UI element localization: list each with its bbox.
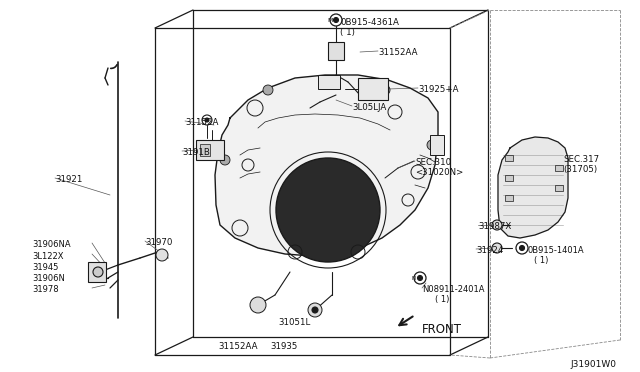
- Bar: [555, 185, 563, 191]
- Circle shape: [308, 303, 322, 317]
- Text: FRONT: FRONT: [422, 323, 462, 336]
- Text: ( 1): ( 1): [534, 256, 548, 265]
- Polygon shape: [215, 75, 438, 256]
- Bar: [200, 144, 210, 156]
- Text: (31705): (31705): [563, 165, 597, 174]
- Text: 31978: 31978: [32, 285, 59, 294]
- Circle shape: [520, 246, 525, 250]
- Text: 3L122X: 3L122X: [32, 252, 63, 261]
- Circle shape: [333, 17, 339, 22]
- Text: 31152AA: 31152AA: [378, 48, 417, 57]
- Circle shape: [492, 220, 502, 230]
- Text: 31152AA: 31152AA: [218, 342, 257, 351]
- Text: 31945: 31945: [32, 263, 58, 272]
- Bar: [318, 75, 340, 89]
- Text: 31987X: 31987X: [478, 222, 511, 231]
- Text: 31970: 31970: [145, 238, 172, 247]
- Circle shape: [380, 85, 390, 95]
- Circle shape: [263, 85, 273, 95]
- Circle shape: [205, 118, 209, 122]
- Text: 31152A: 31152A: [185, 118, 218, 127]
- Text: 3191B: 3191B: [182, 148, 210, 157]
- Circle shape: [427, 140, 437, 150]
- Polygon shape: [498, 137, 568, 238]
- Text: SEC.310: SEC.310: [415, 158, 451, 167]
- Text: J31901W0: J31901W0: [570, 360, 616, 369]
- Text: 31924: 31924: [476, 246, 504, 255]
- Bar: [555, 165, 563, 171]
- Circle shape: [516, 242, 528, 254]
- Text: SEC.317: SEC.317: [563, 155, 599, 164]
- Text: M: M: [327, 17, 333, 22]
- Bar: [328, 42, 344, 60]
- Text: 3L05LJA: 3L05LJA: [352, 103, 387, 112]
- Text: 31906NA: 31906NA: [32, 240, 70, 249]
- Text: 31925+A: 31925+A: [418, 85, 458, 94]
- Text: 31906N: 31906N: [32, 274, 65, 283]
- Text: N: N: [412, 276, 416, 280]
- Text: 31935: 31935: [270, 342, 298, 351]
- Bar: [505, 155, 513, 161]
- Bar: [196, 140, 224, 160]
- Text: 31051L: 31051L: [278, 318, 310, 327]
- Circle shape: [250, 297, 266, 313]
- Circle shape: [312, 307, 318, 313]
- Circle shape: [414, 272, 426, 284]
- Text: 0B915-4361A: 0B915-4361A: [340, 18, 399, 27]
- Text: N08911-2401A: N08911-2401A: [422, 285, 484, 294]
- Text: ( 1): ( 1): [435, 295, 449, 304]
- Text: 0B915-1401A: 0B915-1401A: [527, 246, 584, 255]
- Circle shape: [417, 276, 422, 280]
- Bar: [505, 195, 513, 201]
- Circle shape: [202, 115, 212, 125]
- Text: <31020N>: <31020N>: [415, 168, 463, 177]
- Circle shape: [330, 14, 342, 26]
- Bar: [88, 262, 106, 282]
- Bar: [505, 175, 513, 181]
- Bar: [358, 78, 388, 100]
- Circle shape: [156, 249, 168, 261]
- Text: 31921: 31921: [55, 175, 83, 184]
- Circle shape: [492, 243, 502, 253]
- Text: ( 1): ( 1): [340, 28, 355, 37]
- Circle shape: [276, 158, 380, 262]
- Circle shape: [220, 155, 230, 165]
- Circle shape: [93, 267, 103, 277]
- Bar: [430, 135, 444, 155]
- Text: M: M: [520, 246, 524, 250]
